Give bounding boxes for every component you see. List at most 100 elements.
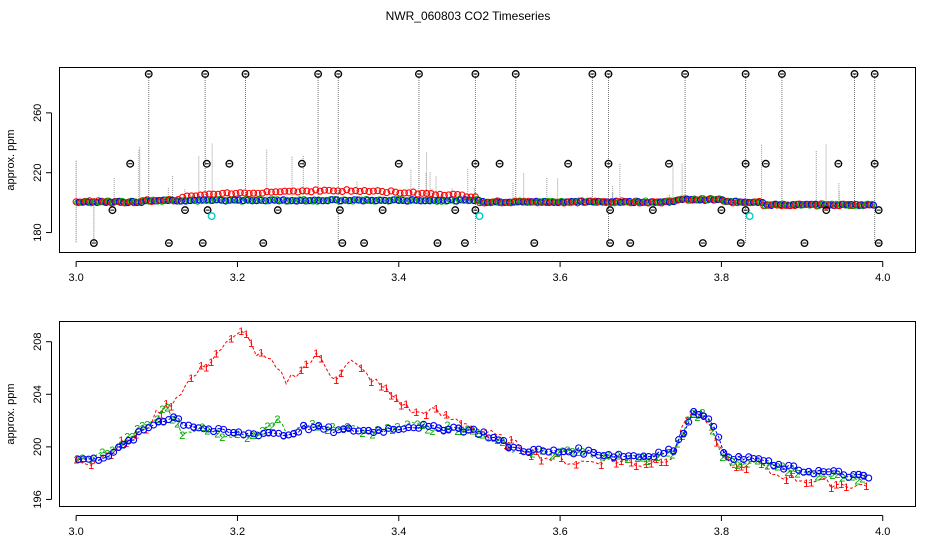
series-3-label: 3 (301, 420, 307, 432)
series-3-label: 3 (806, 466, 812, 478)
series-3-point (750, 455, 758, 463)
ch1-point (409, 188, 417, 196)
series-3-point (660, 449, 668, 458)
ch3-point (386, 197, 394, 205)
ch1-point (755, 197, 763, 206)
series-1-label: 1 (158, 409, 164, 421)
series-3-point (220, 425, 228, 433)
series-3-point (815, 466, 823, 475)
ch1-point (276, 188, 284, 196)
series-2-label: 2 (724, 451, 730, 463)
ch1-point (205, 190, 213, 198)
series-2-label: 2 (764, 460, 770, 472)
series-2-label: 2 (219, 432, 225, 444)
outlier-point (335, 206, 344, 215)
ch1-point (449, 190, 457, 198)
series-3-point (665, 445, 673, 453)
series-2-label: 2 (654, 452, 660, 464)
series-3-label: 3 (436, 423, 442, 435)
series-3-point (765, 457, 773, 465)
series-1-label: 1 (733, 462, 739, 474)
outlier-point (717, 206, 726, 215)
series-2-label: 2 (214, 429, 220, 441)
series-1-label: 1 (458, 419, 464, 431)
series-2-label: 2 (389, 425, 395, 437)
series-3-point (385, 424, 393, 432)
series-3-point (130, 436, 138, 444)
bottom-y-axis-title: approx. ppm (5, 383, 17, 444)
series-3-point (770, 461, 778, 469)
series-1-label: 1 (788, 469, 794, 481)
series-2-label: 2 (854, 475, 860, 487)
series-1-label: 1 (598, 460, 604, 472)
series-3-label: 3 (641, 451, 647, 463)
series-3-label: 3 (171, 412, 177, 424)
outlier-point (604, 159, 613, 168)
series-1-label: 1 (188, 373, 194, 385)
outlier-point (761, 159, 770, 168)
ch1-point (321, 186, 329, 194)
series-3-label: 3 (125, 435, 131, 447)
series-2-label: 2 (139, 420, 145, 432)
ch1-point (334, 187, 342, 195)
ch1-point (365, 187, 373, 196)
outlier-point (777, 70, 786, 78)
series-3-point (85, 455, 93, 463)
outlier-point (181, 206, 189, 215)
series-2-label: 2 (119, 439, 125, 451)
series-1-label: 1 (203, 362, 209, 374)
ch1-point (258, 189, 267, 197)
series-3-point (120, 441, 128, 449)
ch1-point (298, 187, 306, 195)
series-2-label: 2 (834, 469, 840, 481)
series-3-point (645, 452, 653, 461)
ch1-point (232, 189, 240, 197)
series-3-point (620, 453, 628, 461)
ch3-point (368, 196, 376, 204)
ch1-point (356, 187, 364, 196)
outlier-point (126, 159, 135, 168)
ch1-point (254, 189, 262, 197)
series-2-label: 2 (504, 441, 510, 453)
series-2-label: 2 (324, 425, 330, 437)
series-1-label: 1 (378, 381, 384, 393)
series-3-label: 3 (341, 424, 347, 436)
series-1-label: 1 (693, 409, 699, 421)
series-2-label: 2 (674, 438, 680, 450)
series-3-label: 3 (696, 410, 702, 422)
outlier-point (108, 206, 117, 215)
ch3-point (182, 197, 190, 205)
series-3-point (560, 448, 568, 456)
series-3-point (195, 424, 203, 432)
series-3-label: 3 (506, 442, 512, 454)
ch3-point (315, 196, 323, 204)
series-3-point (595, 451, 603, 459)
series-1-label: 1 (783, 475, 789, 487)
outlier-point (564, 159, 573, 168)
series-3-point (720, 449, 728, 457)
series-3-point (690, 407, 698, 416)
series-2-label: 2 (644, 456, 650, 468)
series-1-label: 1 (388, 390, 394, 402)
series-1-label: 1 (838, 479, 844, 491)
top-y-axis-title: approx. ppm (5, 129, 17, 190)
ch1-point (250, 189, 258, 197)
outlier-point (665, 159, 673, 168)
series-2-line (77, 406, 868, 482)
series-2-label: 2 (564, 445, 570, 457)
series-3-label: 3 (156, 416, 162, 428)
series-3-point (825, 468, 833, 476)
series-2-label: 2 (479, 429, 485, 441)
ch1-point (281, 187, 289, 195)
outlier-point (198, 239, 207, 247)
series-3-point (75, 455, 83, 464)
series-3-point (425, 422, 433, 430)
series-3-point (515, 444, 523, 452)
series-3-label: 3 (376, 425, 382, 437)
series-2-label: 2 (274, 414, 280, 426)
series-3-point (520, 448, 528, 456)
ch1-point (391, 188, 400, 196)
series-1-label: 1 (243, 329, 249, 341)
series-3-point (625, 452, 633, 460)
ch3-point (257, 196, 265, 204)
